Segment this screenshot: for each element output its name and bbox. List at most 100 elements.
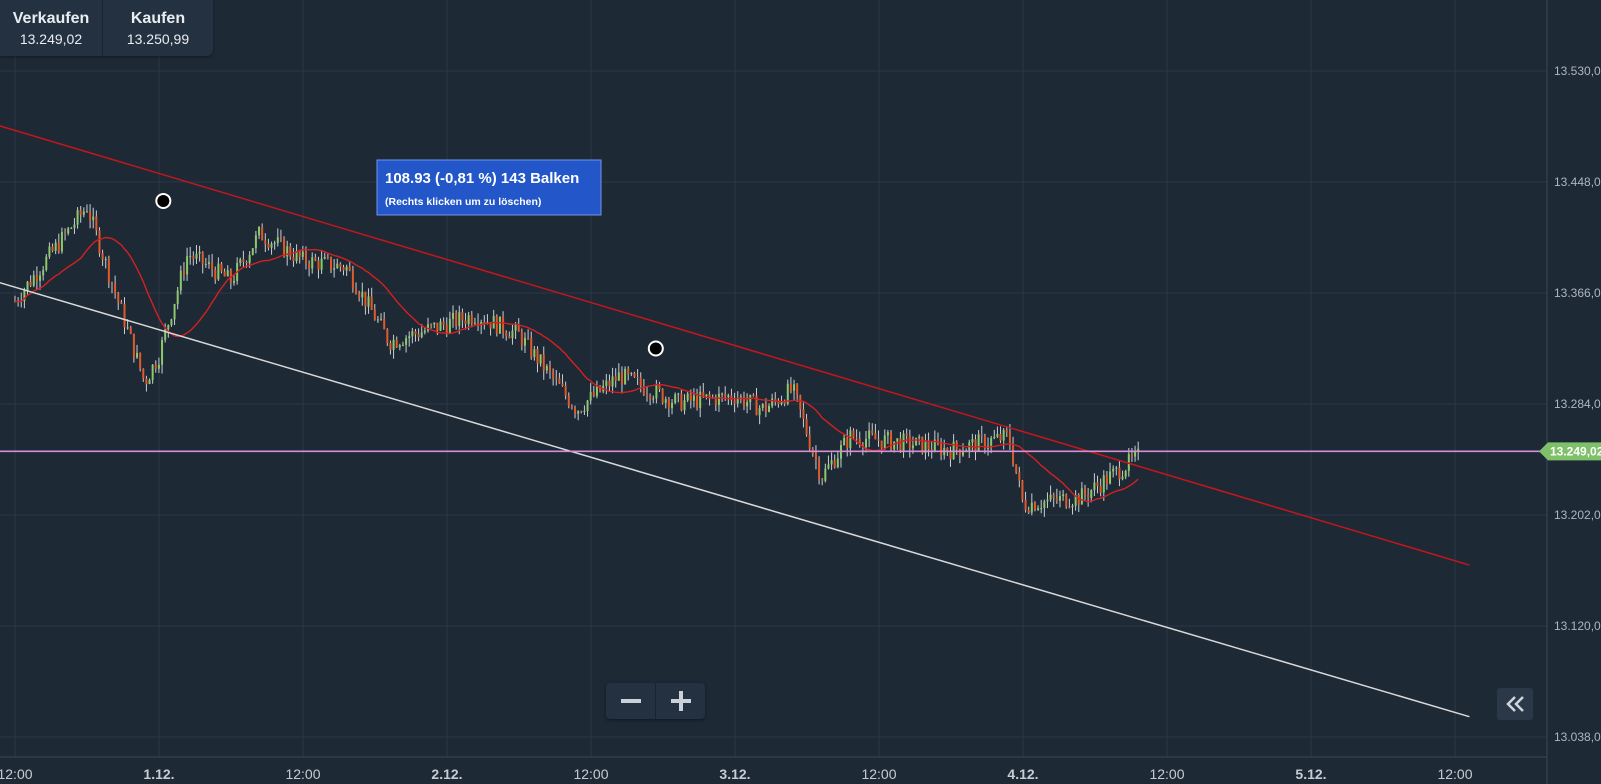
- plus-icon: [670, 691, 691, 711]
- candle-body: [908, 435, 911, 449]
- candle-body: [76, 210, 79, 225]
- candle-body: [123, 303, 126, 328]
- candle-body: [617, 372, 620, 381]
- candle-body: [336, 263, 339, 269]
- candle-body: [1096, 482, 1099, 486]
- candle-body: [846, 437, 849, 449]
- candle-body: [771, 398, 774, 406]
- candle-body: [1049, 494, 1052, 500]
- upper-trendline[interactable]: [0, 109, 1470, 566]
- candle-body: [223, 271, 226, 277]
- candle-body: [1105, 475, 1108, 484]
- candle-body: [717, 393, 720, 405]
- candle-body: [570, 405, 573, 409]
- candle-body: [164, 329, 167, 340]
- candle-body: [861, 444, 864, 448]
- candle-body: [286, 246, 289, 257]
- candle-body: [774, 398, 777, 401]
- candle-body: [1018, 472, 1021, 481]
- candle-body: [536, 349, 539, 364]
- candle-body: [189, 256, 192, 258]
- candle-body: [254, 235, 257, 249]
- candle-body: [101, 253, 104, 260]
- candle-body: [361, 291, 364, 298]
- candle-body: [918, 436, 921, 438]
- candle-body: [714, 397, 717, 405]
- candle-body: [671, 402, 674, 409]
- candle-body: [117, 293, 120, 303]
- candle-body: [455, 312, 458, 326]
- candle-body: [958, 449, 961, 456]
- candle-body: [627, 368, 630, 375]
- x-axis: 12:00 1.12. 12:00 2.12. 12:00 3.12. 12:00 4.12.…: [0, 756, 1547, 782]
- candle-body: [649, 395, 652, 400]
- candle-body: [248, 254, 251, 264]
- candle-body: [242, 259, 245, 262]
- candle-body: [674, 394, 677, 403]
- candle-body: [1102, 475, 1105, 493]
- x-tick-label: 12:00: [0, 766, 33, 782]
- candle-body: [561, 383, 564, 386]
- candle-body: [921, 436, 924, 454]
- candle-body: [414, 331, 417, 335]
- candle-body: [308, 264, 311, 269]
- zoom-in-button[interactable]: [656, 683, 705, 719]
- candle-body: [35, 275, 38, 281]
- candle-body: [467, 315, 470, 325]
- candle-body: [423, 330, 426, 333]
- buy-button[interactable]: Kaufen 13.250,99: [103, 0, 213, 56]
- measure-anchor-dot: [155, 192, 172, 209]
- candle-body: [736, 398, 739, 404]
- candle-body: [724, 393, 727, 397]
- candle-body: [539, 354, 542, 364]
- candle-body: [333, 268, 336, 270]
- zoom-out-button[interactable]: [606, 683, 656, 719]
- candle-body: [461, 312, 464, 321]
- candle-body: [395, 339, 398, 348]
- candle-body: [814, 453, 817, 461]
- candle-body: [746, 402, 749, 407]
- candle-body: [599, 385, 602, 392]
- candle-body: [1046, 499, 1049, 502]
- candle-body: [824, 468, 827, 481]
- candle-body: [126, 327, 129, 329]
- buy-price: 13.250,99: [126, 30, 190, 47]
- candle-body: [298, 250, 301, 257]
- candle-body: [1077, 494, 1080, 505]
- candle-body: [376, 319, 379, 321]
- candle-body: [445, 324, 448, 333]
- collapse-panel-button[interactable]: [1497, 688, 1533, 720]
- candle-body: [689, 393, 692, 401]
- measure-anchors[interactable]: [155, 192, 664, 357]
- candle-body: [345, 266, 348, 271]
- candle-body: [996, 433, 999, 437]
- candle-body: [511, 330, 514, 339]
- candle-body: [1118, 467, 1121, 480]
- candle-body: [170, 319, 173, 326]
- candle-body: [342, 267, 345, 271]
- candle-body: [139, 352, 142, 369]
- candle-body: [940, 443, 943, 456]
- candle-body: [64, 232, 67, 234]
- candle-body: [830, 460, 833, 465]
- sell-price: 13.249,02: [19, 30, 83, 47]
- candle-body: [508, 336, 511, 339]
- candle-body: [301, 251, 304, 257]
- candle-body: [439, 321, 442, 331]
- lower-trendline[interactable]: [0, 266, 1470, 718]
- candle-body: [401, 344, 404, 346]
- candle-body: [26, 281, 29, 291]
- candle-body: [430, 324, 433, 326]
- y-tick-label: 13.202,0: [1554, 508, 1601, 522]
- candle-body: [380, 318, 383, 320]
- candle-body: [708, 394, 711, 398]
- candle-body: [464, 320, 467, 325]
- candle-body: [752, 394, 755, 396]
- candle-body: [198, 251, 201, 254]
- candle-body: [39, 275, 42, 281]
- candle-body: [1021, 480, 1024, 500]
- candle-body: [195, 253, 198, 259]
- sell-button[interactable]: Verkaufen 13.249,02: [0, 0, 103, 56]
- current-price-tag: 13.249,02: [1539, 442, 1601, 461]
